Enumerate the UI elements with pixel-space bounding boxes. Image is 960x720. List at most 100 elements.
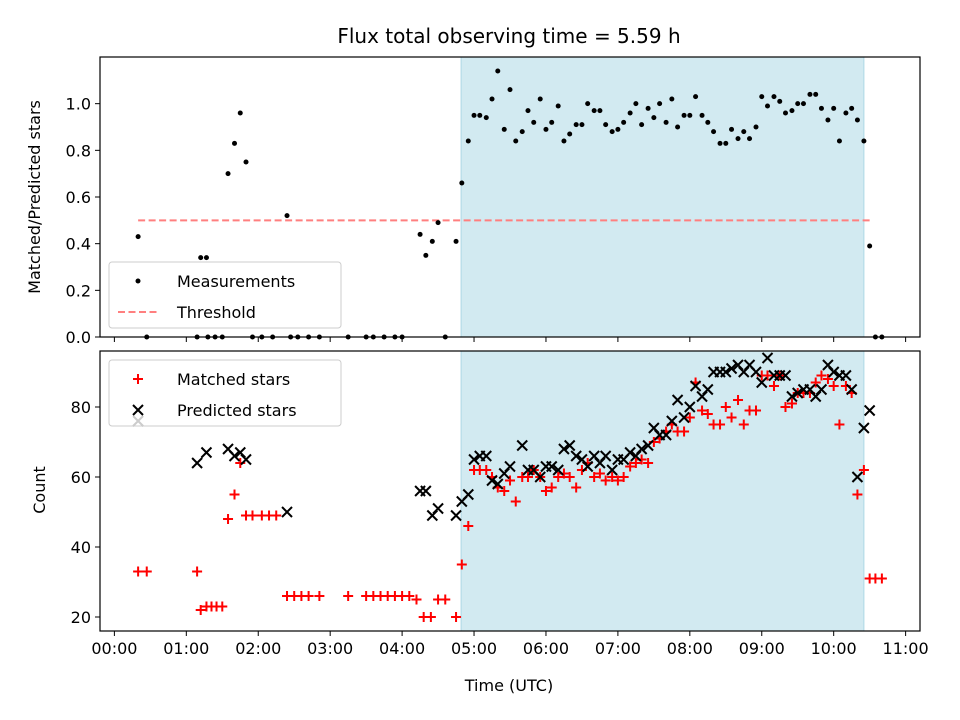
top-y-tick-label: 0.8 <box>66 141 91 160</box>
legend-label: Predicted stars <box>177 401 297 420</box>
measurement-point <box>203 255 209 261</box>
measurement-point <box>435 220 441 226</box>
measurement-point <box>765 103 771 109</box>
top-y-tick-label: 0.4 <box>66 235 91 254</box>
measurement-point <box>747 136 753 142</box>
measurement-point <box>471 112 477 118</box>
bottom-y-tick-label: 40 <box>71 538 91 557</box>
matched-star-point <box>715 419 726 430</box>
measurement-point <box>243 159 249 165</box>
measurement-point <box>579 122 585 128</box>
measurement-point <box>507 87 513 93</box>
x-tick-label: 04:00 <box>379 639 425 658</box>
matched-star-point <box>343 591 354 601</box>
matched-star-point <box>540 486 551 496</box>
matched-star-point <box>612 475 623 486</box>
measurement-point <box>651 115 657 121</box>
top-y-tick-label: 0.0 <box>66 328 91 347</box>
predicted-star-point <box>792 387 804 399</box>
predicted-star-point <box>599 450 612 462</box>
measurement-point <box>135 234 141 240</box>
predicted-star-point <box>563 439 576 452</box>
predicted-star-point <box>725 362 738 375</box>
measurement-point <box>789 108 795 114</box>
measurement-point <box>597 108 603 114</box>
measurement-point <box>453 238 459 244</box>
top-window-fill <box>461 57 864 337</box>
matched-star-point <box>133 566 144 577</box>
top-y-axis-label: Matched/Predicted stars <box>25 100 44 294</box>
matched-star-point <box>303 591 314 601</box>
matched-star-point <box>810 377 821 388</box>
measurement-point <box>723 140 729 146</box>
top-y-tick-label: 0.2 <box>66 281 91 300</box>
measurement-points <box>135 68 885 340</box>
measurement-point <box>483 115 489 121</box>
legend-matched-marker <box>133 374 143 384</box>
matched-star-point <box>858 465 869 475</box>
matched-star-point <box>510 496 521 507</box>
measurement-point <box>621 119 627 125</box>
predicted-star-point <box>845 383 858 396</box>
measurement-point <box>567 131 573 137</box>
matched-star-point <box>702 409 713 419</box>
measurement-point <box>525 108 531 114</box>
matched-star-point <box>463 521 474 531</box>
legend-label: Threshold <box>176 303 256 322</box>
x-tick-label: 07:00 <box>595 639 641 658</box>
measurement-point <box>693 94 699 100</box>
predicted-star-point <box>851 471 864 483</box>
predicted-star-point <box>660 429 672 441</box>
measurement-point <box>561 138 567 144</box>
matched-star-point <box>589 472 600 482</box>
bottom-y-tick-label: 20 <box>71 608 91 627</box>
measurement-point <box>825 117 831 123</box>
matched-star-point <box>822 374 833 384</box>
measurement-point <box>836 138 842 144</box>
predicted-star-point <box>432 502 444 515</box>
x-tick-label: 01:00 <box>163 639 209 658</box>
top-axes: 0.0 0.2 0.4 0.6 0.8 1.0 <box>66 56 921 347</box>
measurement-point <box>609 129 615 135</box>
matched-star-point <box>571 482 582 493</box>
measurement-point <box>741 129 747 135</box>
measurement-point <box>645 105 651 111</box>
predicted-star-point <box>281 506 293 518</box>
measurement-point <box>807 91 813 97</box>
measurement-point <box>489 96 495 102</box>
predicted-star-point <box>486 474 498 487</box>
measurement-point <box>753 124 759 130</box>
measurement-point <box>513 138 519 144</box>
measurement-point <box>687 112 693 118</box>
predicted-star-point <box>552 464 564 476</box>
measurement-point <box>681 112 687 118</box>
matched-star-point <box>451 612 462 622</box>
matched-star-point <box>720 402 731 412</box>
measurement-point <box>795 101 801 107</box>
matched-star-point <box>679 426 690 437</box>
matched-star-point <box>481 465 492 475</box>
predicted-star-point <box>720 366 732 378</box>
bottom-y-tick-label: 80 <box>71 398 91 417</box>
x-tick-label: 02:00 <box>235 639 281 658</box>
matched-star-point <box>630 458 641 468</box>
x-tick-label: 05:00 <box>451 639 497 658</box>
measurement-point <box>549 119 555 125</box>
top-observing-window <box>460 57 865 337</box>
matched-star-point <box>141 566 152 577</box>
matched-star-point <box>834 419 845 430</box>
predicted-star-point <box>815 383 828 396</box>
matched-star-point <box>522 472 533 482</box>
measurement-point <box>198 255 204 261</box>
predicted-star-point <box>702 383 714 396</box>
matched-star-point <box>733 395 744 405</box>
matched-star-point <box>751 405 761 416</box>
x-axis-label: Time (UTC) <box>464 676 553 695</box>
matched-star-point <box>499 486 510 496</box>
matched-star-point <box>456 559 467 570</box>
matched-star-point <box>223 514 234 524</box>
measurement-point <box>729 126 735 132</box>
predicted-star-point <box>606 464 618 476</box>
measurement-point <box>423 252 429 258</box>
bottom-y-axis-label: Count <box>30 466 49 514</box>
